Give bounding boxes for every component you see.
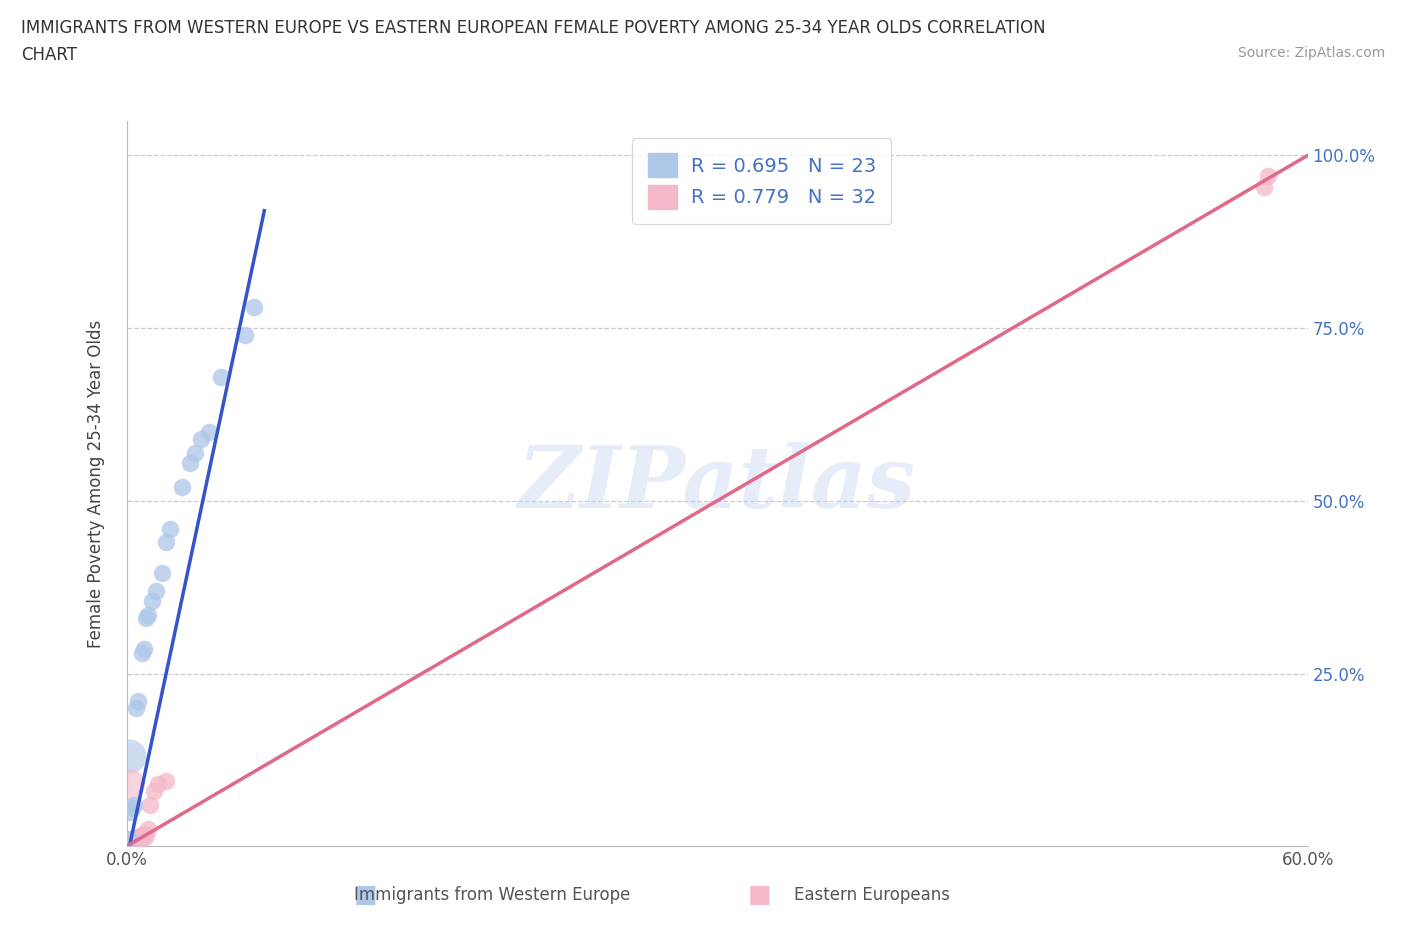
Point [117, 839, 139, 854]
Point [131, 829, 153, 844]
Text: IMMIGRANTS FROM WESTERN EUROPE VS EASTERN EUROPEAN FEMALE POVERTY AMONG 25-34 YE: IMMIGRANTS FROM WESTERN EUROPE VS EASTER… [21, 19, 1046, 36]
Point [143, 784, 166, 799]
Point [117, 777, 139, 791]
Point [121, 832, 143, 847]
Point [131, 645, 153, 660]
Point [179, 456, 201, 471]
Point [124, 833, 146, 848]
Point [129, 829, 152, 844]
Point [121, 835, 143, 850]
Point [120, 804, 142, 819]
Point [190, 432, 212, 446]
Point [129, 832, 152, 847]
Point [1257, 168, 1279, 183]
Point [131, 832, 153, 847]
Point [155, 773, 177, 788]
Point [145, 583, 167, 598]
Text: ■: ■ [748, 883, 770, 907]
Point [125, 832, 148, 847]
Legend: R = 0.695   N = 23, R = 0.779   N = 32: R = 0.695 N = 23, R = 0.779 N = 32 [633, 138, 891, 224]
Point [127, 833, 149, 848]
Point [150, 566, 173, 581]
Point [134, 827, 156, 842]
Point [125, 700, 148, 715]
Point [120, 833, 142, 848]
Point [233, 327, 256, 342]
Point [1253, 179, 1275, 194]
Point [120, 836, 142, 851]
Point [170, 480, 193, 495]
Point [155, 535, 177, 550]
Point [124, 797, 146, 812]
Point [121, 835, 143, 850]
Point [125, 833, 148, 848]
Y-axis label: Female Poverty Among 25-34 Year Olds: Female Poverty Among 25-34 Year Olds [87, 320, 105, 647]
Point [124, 832, 146, 847]
Point [127, 832, 149, 847]
Point [127, 694, 149, 709]
Point [120, 835, 142, 850]
Text: Immigrants from Western Europe: Immigrants from Western Europe [354, 885, 630, 904]
Text: CHART: CHART [21, 46, 77, 64]
Point [125, 835, 148, 850]
Point [121, 801, 143, 816]
Point [134, 642, 156, 657]
Point [159, 521, 181, 536]
Text: ZIPatlas: ZIPatlas [517, 442, 917, 525]
Point [198, 424, 221, 439]
Point [127, 830, 149, 845]
Point [136, 607, 159, 622]
Point [117, 836, 139, 851]
Point [117, 749, 139, 764]
Point [125, 830, 148, 845]
Text: Eastern Europeans: Eastern Europeans [794, 885, 949, 904]
Point [117, 832, 139, 847]
Point [209, 369, 232, 384]
Point [146, 777, 169, 791]
Text: ■: ■ [354, 883, 377, 907]
Point [135, 829, 157, 844]
Point [243, 300, 266, 315]
Point [131, 830, 153, 845]
Point [135, 611, 157, 626]
Text: Source: ZipAtlas.com: Source: ZipAtlas.com [1237, 46, 1385, 60]
Point [184, 445, 207, 460]
Point [139, 797, 162, 812]
Point [141, 593, 163, 608]
Point [136, 821, 159, 836]
Point [117, 838, 139, 853]
